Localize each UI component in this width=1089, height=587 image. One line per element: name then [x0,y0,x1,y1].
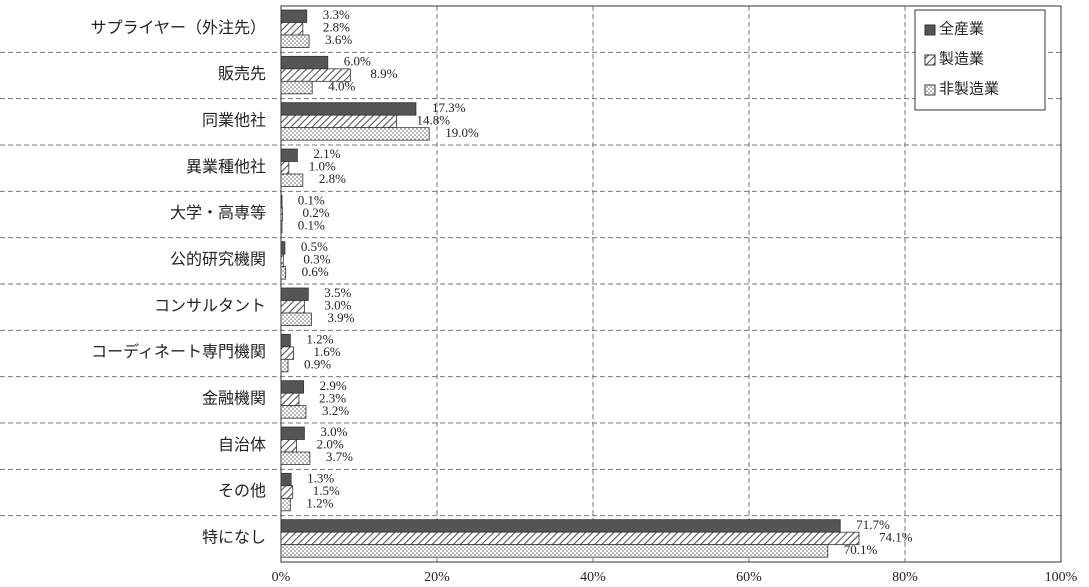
bar [280,392,300,407]
category-label: 大学・高専等 [170,204,266,222]
bar [280,102,417,116]
category-label: 販売先 [218,65,266,83]
x-tick-label: 80% [892,570,918,585]
value-label: 2.8% [323,20,350,35]
bar [280,253,284,268]
bar [280,55,329,70]
value-label: 3.2% [322,403,349,418]
bar [280,497,291,512]
value-label: 2.1% [313,146,340,161]
bar [280,405,307,419]
value-label: 1.3% [307,471,334,486]
bar [280,9,308,23]
value-label: 1.5% [313,483,340,498]
value-label: 1.0% [309,159,336,174]
bar [280,114,397,129]
value-label: 3.3% [323,7,350,22]
value-label: 3.6% [325,32,352,47]
category-label: 異業種他社 [186,158,266,176]
bar [280,161,290,175]
legend-label: 非製造業 [939,80,999,97]
value-label: 2.8% [319,171,346,186]
bar [280,287,309,301]
bar [280,333,291,348]
bar [280,358,289,373]
value-label: 0.3% [303,251,330,266]
category-label: その他 [218,482,266,500]
bar [280,380,305,394]
value-label: 70.1% [844,542,878,557]
value-label: 8.9% [370,66,397,81]
bar [280,544,829,558]
value-label: 0.6% [302,264,329,279]
category-label: コンサルタント [154,297,266,315]
value-label: 17.3% [432,100,466,115]
bar [280,80,313,95]
value-label: 4.0% [328,79,355,94]
legend-box [914,9,1046,111]
value-label: 19.0% [445,125,479,140]
value-label: 3.7% [326,449,353,464]
x-tick-label: 0% [272,570,291,585]
x-tick-label: 20% [424,570,450,585]
value-label: 0.5% [301,239,328,254]
value-label: 0.2% [303,205,330,220]
legend-swatch [924,24,936,36]
bar [280,219,283,234]
category-label: サプライヤー（外注先） [90,19,266,37]
category-label: 同業他社 [202,112,266,130]
bar [280,127,430,141]
value-label: 1.2% [306,332,333,347]
bar [280,485,294,499]
value-label: 2.9% [320,378,347,393]
bar [280,531,860,546]
value-label: 1.2% [306,496,333,511]
bar [280,207,283,221]
bar [280,346,294,360]
bar [280,312,312,326]
value-label: 0.1% [298,218,325,233]
bar [280,266,287,280]
bar [280,519,841,533]
bar [280,34,310,48]
x-tick-label: 60% [736,570,762,585]
value-label: 3.9% [327,310,354,325]
value-label: 71.7% [856,517,890,532]
bar [280,300,305,314]
legend-swatch [924,84,936,96]
value-label: 2.0% [317,437,344,452]
category-label: 特になし [202,529,266,547]
bar [280,472,292,487]
value-label: 0.1% [298,193,325,208]
value-label: 3.0% [324,298,351,313]
x-tick-label: 100% [1045,570,1078,585]
value-label: 2.3% [319,390,346,405]
legend-label: 全産業 [939,19,984,37]
category-label: 金融機関 [202,390,266,408]
value-label: 3.5% [324,285,351,300]
value-label: 14.8% [416,112,450,127]
bar [280,148,298,162]
x-tick-label: 40% [580,570,606,585]
bar [280,439,298,453]
bar [280,68,351,82]
value-label: 0.9% [304,357,331,372]
bar [280,173,304,187]
bar [280,426,305,440]
bar [280,22,304,36]
bar [280,241,286,255]
plot-frame [280,5,1062,563]
value-label: 6.0% [344,54,371,69]
category-label: 自治体 [218,436,266,454]
legend-label: 製造業 [939,50,984,67]
bar [280,194,283,209]
category-label: 公的研究機関 [170,251,266,269]
value-label: 1.6% [313,344,340,359]
bar [280,451,311,465]
value-label: 3.0% [320,424,347,439]
legend-swatch [924,54,936,66]
category-label: コーディネート専門機関 [91,342,266,361]
value-label: 74.1% [879,529,913,544]
